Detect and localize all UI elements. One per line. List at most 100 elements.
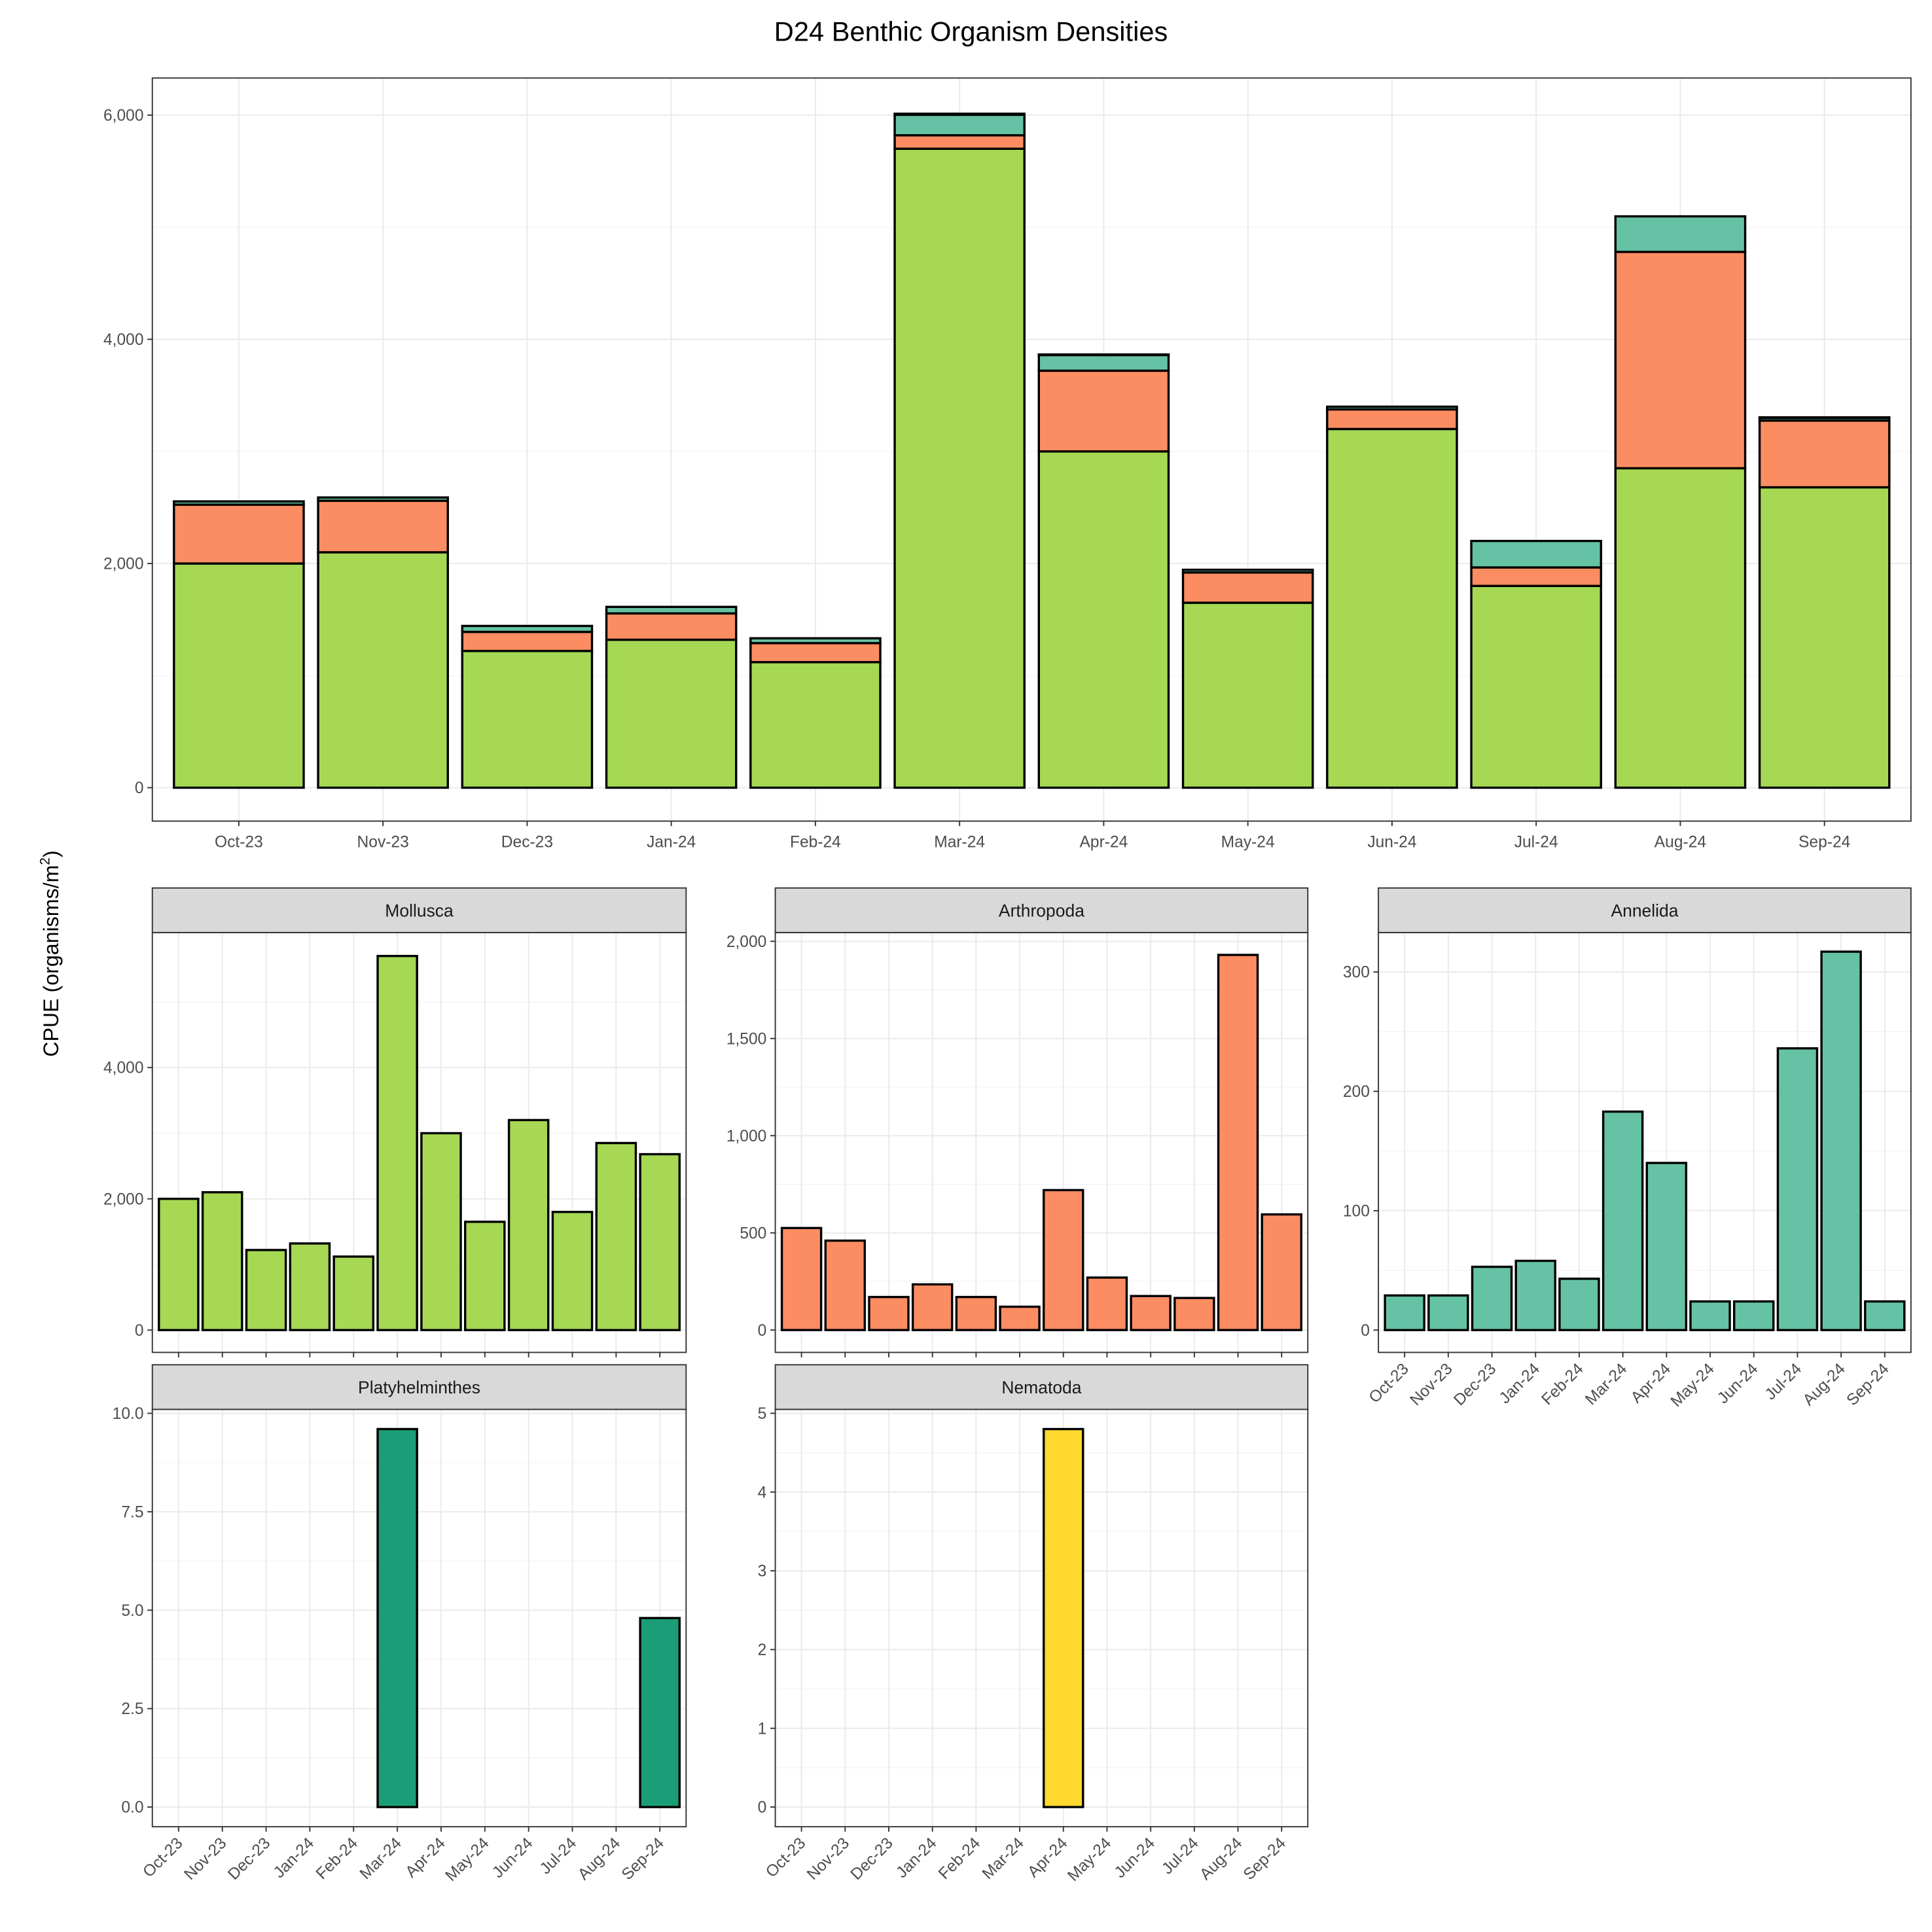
y-tick-label: 2.5 [121, 1700, 143, 1718]
bar-mollusca-dec-23 [461, 649, 594, 789]
bar-mollusca-may-24 [1181, 601, 1314, 789]
bar-annelida-sep-24 [1864, 1300, 1906, 1331]
y-tick-label: 200 [1343, 1083, 1370, 1101]
bar-arthropoda-dec-23 [868, 1296, 910, 1331]
x-tick-label: Nov-23 [357, 833, 409, 851]
bar-annelida-jan-24 [605, 605, 738, 615]
bar-annelida-jun-24 [1326, 405, 1458, 411]
bar-mollusca-mar-24 [376, 955, 418, 1332]
bar-mollusca-jan-24 [605, 638, 738, 789]
bar-mollusca-nov-23 [317, 551, 449, 789]
bar-arthropoda-dec-23 [461, 630, 594, 653]
panel-border [151, 77, 1912, 822]
panel-border [151, 931, 687, 1353]
bar-annelida-dec-23 [1471, 1265, 1513, 1331]
bar-annelida-may-24 [1689, 1300, 1731, 1331]
facet-mollusca-panel: 0 2,000 4,000 Mollusca [103, 887, 687, 1357]
y-tick-label: 0 [758, 1322, 767, 1340]
bar-mollusca-aug-24 [1614, 467, 1747, 789]
facet-strip-label: Arthropoda [999, 901, 1084, 920]
bar-platyhelminthes-mar-24 [376, 1427, 418, 1808]
bar-annelida-jul-24 [1776, 1047, 1819, 1331]
bar-arthropoda-aug-24 [1614, 251, 1747, 470]
y-tick-label: 0 [758, 1799, 767, 1817]
y-tick-label: 0 [1361, 1322, 1370, 1340]
bar-mollusca-jul-24 [551, 1211, 594, 1332]
bar-arthropoda-mar-24 [999, 1305, 1041, 1331]
facet-strip-label: Nematoda [1001, 1378, 1081, 1397]
y-tick-label: 1 [758, 1720, 767, 1738]
y-tick-label: 4 [758, 1484, 767, 1501]
plot-area [775, 1409, 1308, 1827]
bar-arthropoda-jan-24 [911, 1283, 954, 1331]
bar-arthropoda-jun-24 [1130, 1295, 1172, 1331]
bar-mollusca-feb-24 [749, 661, 882, 789]
bar-arthropoda-may-24 [1086, 1276, 1128, 1331]
bar-mollusca-may-24 [464, 1221, 506, 1332]
facet-platyhelminthes-panel: 0.02.55.07.510.0PlatyhelminthesOct-23Nov… [113, 1364, 687, 1885]
y-axis-label: CPUE (organisms/m2) [38, 850, 63, 1056]
bar-arthropoda-jul-24 [1173, 1297, 1215, 1331]
facet-strip [151, 1364, 687, 1410]
bar-annelida-feb-24 [749, 637, 882, 645]
bar-annelida-oct-23 [1384, 1294, 1425, 1331]
bar-annelida-aug-24 [1614, 215, 1747, 253]
y-tick-label: 300 [1343, 964, 1370, 982]
bar-annelida-nov-23 [317, 496, 449, 502]
bar-arthropoda-may-24 [1181, 571, 1314, 604]
bar-platyhelminthes-mar-24 [893, 113, 1026, 116]
facet-strip [774, 1364, 1309, 1410]
y-tick-label: 1,500 [726, 1030, 767, 1048]
bar-mollusca-sep-24 [1758, 486, 1891, 789]
y-tick-label: 0 [135, 779, 144, 797]
bar-annelida-dec-23 [461, 624, 594, 634]
chart-title: D24 Benthic Organism Densities [774, 16, 1168, 46]
bar-mollusca-jan-24 [289, 1242, 331, 1332]
bar-arthropoda-feb-24 [749, 641, 882, 664]
facet-strip [1378, 887, 1912, 933]
y-tick-label: 4,000 [103, 1060, 144, 1077]
y-tick-label: 10.0 [113, 1405, 144, 1423]
bar-mollusca-sep-24 [639, 1153, 681, 1332]
bar-annelida-apr-24 [1037, 353, 1170, 372]
bar-annelida-aug-24 [1820, 950, 1862, 1331]
x-tick-label: Feb-24 [790, 833, 841, 851]
y-tick-label: 0.0 [121, 1799, 143, 1817]
bar-arthropoda-oct-23 [173, 503, 305, 565]
bar-annelida-mar-24 [893, 113, 1026, 137]
facet-annelida-panel: 0100200300AnnelidaOct-23Nov-23Dec-23Jan-… [1343, 887, 1912, 1410]
bar-arthropoda-sep-24 [1758, 419, 1891, 489]
panel-border [774, 931, 1309, 1353]
y-tick-label: 0 [135, 1322, 144, 1340]
bar-arthropoda-jul-24 [1470, 566, 1602, 587]
x-tick-label: May-24 [1221, 833, 1275, 851]
bar-arthropoda-sep-24 [1261, 1213, 1302, 1331]
bar-arthropoda-apr-24 [1043, 1189, 1084, 1331]
y-tick-label: 4,000 [103, 331, 144, 349]
bar-arthropoda-jan-24 [605, 612, 738, 641]
bar-annelida-jul-24 [1470, 539, 1602, 569]
bar-arthropoda-feb-24 [955, 1296, 997, 1331]
bar-mollusca-aug-24 [595, 1141, 637, 1332]
y-tick-label: 7.5 [121, 1503, 143, 1521]
y-tick-label: 1,000 [726, 1128, 767, 1145]
stacked-panel: 0 2,000 4,000 6,000 Oct-23 Nov-23 Dec-23 Jan-24… [103, 77, 1912, 851]
bar-mollusca-jul-24 [1470, 584, 1602, 789]
bar-mollusca-feb-24 [332, 1255, 375, 1332]
bar-mollusca-oct-23 [173, 562, 305, 789]
bar-annelida-feb-24 [1558, 1278, 1600, 1331]
bar-mollusca-dec-23 [245, 1249, 287, 1332]
panel-border [774, 1408, 1309, 1828]
facet-strip [774, 887, 1309, 933]
y-tick-label: 2 [758, 1641, 767, 1659]
bar-annelida-jan-24 [1514, 1259, 1556, 1331]
x-tick-label: Aug-24 [1655, 833, 1706, 851]
bar-mollusca-mar-24 [893, 147, 1026, 789]
bar-arthropoda-nov-23 [824, 1239, 867, 1331]
x-tick-label: Dec-23 [501, 833, 553, 851]
bar-mollusca-apr-24 [1037, 450, 1170, 789]
facet-strip-label: Mollusca [385, 901, 454, 920]
bar-nematoda-apr-24 [1043, 1427, 1084, 1808]
bar-annelida-oct-23 [173, 500, 305, 506]
y-tick-label: 5 [758, 1405, 767, 1423]
